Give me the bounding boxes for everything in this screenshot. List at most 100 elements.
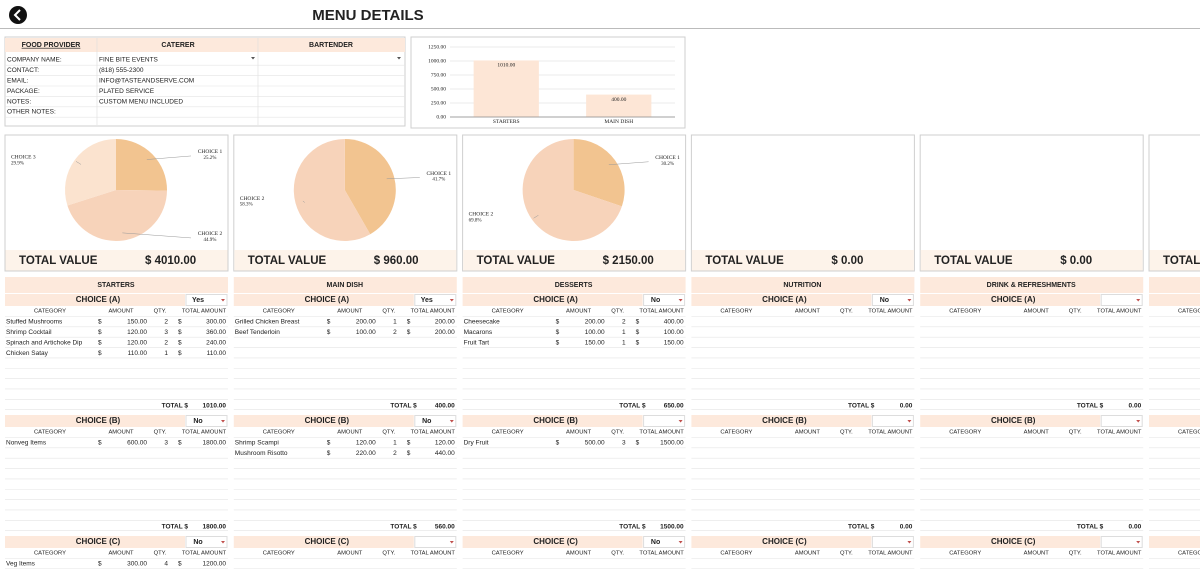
y-tick-label: 750.00 [431,72,446,78]
leader-line [302,200,305,203]
pie-slice [573,139,625,207]
y-tick-label: 0.00 [436,114,446,120]
choice-total-label: TOTAL $ [162,403,189,410]
dropdown-arrow[interactable] [221,541,225,544]
choice-header-bg [691,294,872,306]
dropdown-arrow[interactable] [449,299,454,302]
choice-header-bg [5,536,185,548]
item-qty: 1 [164,350,168,357]
choice-selected: No [422,418,431,425]
column-header: AMOUNT [795,430,821,436]
choice-total: 560.00 [435,524,455,531]
choice-total-label: TOTAL $ [162,524,189,531]
dropdown-arrow[interactable] [907,420,912,423]
dropdown-arrow[interactable] [251,57,255,60]
back-icon [13,9,21,21]
pie-slice [65,139,116,206]
column-header: QTY. [1069,551,1082,557]
currency-sign: $ [98,329,102,336]
column-header: AMOUNT [566,309,592,315]
item-amount: 120.00 [127,329,147,336]
choice-select [871,536,914,548]
column-header: QTY. [382,430,395,436]
choice-header-bg [920,415,1101,427]
choice-selected: No [651,539,660,546]
choice-select [185,536,228,548]
dropdown-arrow[interactable] [678,420,683,423]
dropdown-arrow[interactable] [1136,299,1141,302]
total-value-label: TOTAL VALUE [477,255,556,267]
column-header: TOTAL AMOUNT [868,551,913,557]
info-value: INFO@TASTEANDSERVE.COM [99,78,194,85]
pie-label: CHOICE 2 [198,231,223,237]
page-title: MENU DETAILS [312,7,423,24]
item-total: 200.00 [435,319,455,326]
dropdown-arrow[interactable] [678,299,683,302]
column-header: TOTAL AMOUNT [411,430,456,436]
total-value-bg [1149,250,1200,271]
section-title: DESSERTS [555,282,593,289]
item-category: Fruit Tart [464,339,490,346]
dropdown-arrow[interactable] [449,420,454,423]
choice-select [185,294,228,306]
leader-line [75,161,82,165]
dropdown-arrow[interactable] [678,541,683,544]
dropdown-arrow[interactable] [1136,541,1141,544]
choice-total-label: TOTAL $ [619,524,646,531]
total-value-bg [463,250,686,271]
column-header: CATEGORY [1178,309,1200,315]
column-header: QTY. [382,551,395,557]
provider-link[interactable]: FOOD PROVIDER [22,42,81,49]
item-amount: 300.00 [127,561,147,568]
choice-label: CHOICE (B) [762,416,807,425]
dropdown-arrow[interactable] [397,57,401,60]
choice-select [1100,294,1143,306]
choice-select [185,415,228,427]
x-tick-label: MAIN DISH [604,119,633,125]
choice-header-bg [233,536,414,548]
choice-selected: No [193,539,202,546]
dropdown-arrow[interactable] [221,420,225,423]
leader-line [386,177,420,180]
choice-label: CHOICE (B) [76,416,121,425]
column-header: CATEGORY [34,309,66,315]
column-header: CATEGORY [34,430,66,436]
choice-header-bg [233,415,414,427]
column-header: QTY. [154,551,167,557]
item-qty: 3 [164,329,168,336]
choice-total: 0.00 [900,403,913,410]
info-label: OTHER NOTES: [7,109,56,116]
choice-label: CHOICE (A) [762,295,807,304]
item-category: Shrimp Cocktail [6,329,52,336]
dropdown-arrow[interactable] [449,541,454,544]
item-qty: 2 [164,339,168,346]
total-value: $ 960.00 [374,255,419,267]
column-header: AMOUNT [337,551,363,557]
dropdown-arrow[interactable] [1136,420,1141,423]
currency-sign: $ [636,329,640,336]
dropdown-arrow[interactable] [221,299,225,302]
column-header: CATEGORY [263,551,295,557]
choice-total-label: TOTAL $ [1077,524,1104,531]
choice-total-label: TOTAL $ [390,403,417,410]
pie-panel [1148,134,1200,272]
dropdown-arrow[interactable] [907,541,912,544]
choice-select [871,294,914,306]
pie-value-label: 69.8% [469,218,482,223]
choice-label: CHOICE (B) [533,416,578,425]
section-title: NUTRITION [783,282,821,289]
back-button[interactable] [9,6,27,24]
item-category: Nonveg Items [6,440,47,447]
dropdown-arrow[interactable] [907,299,912,302]
choice-header-bg [1149,415,1200,427]
item-category: Spinach and Artichoke Dip [6,339,83,346]
section-title: STARTERS [97,282,135,289]
choice-total: 0.00 [1129,524,1142,531]
choice-header-bg [1149,294,1200,306]
item-total: 1500.00 [660,440,684,447]
pie-slice [344,139,396,235]
column-header: QTY. [611,430,624,436]
choice-total-label: TOTAL $ [848,403,875,410]
column-header: CATEGORY [34,551,66,557]
choice-header-bg [5,294,185,306]
